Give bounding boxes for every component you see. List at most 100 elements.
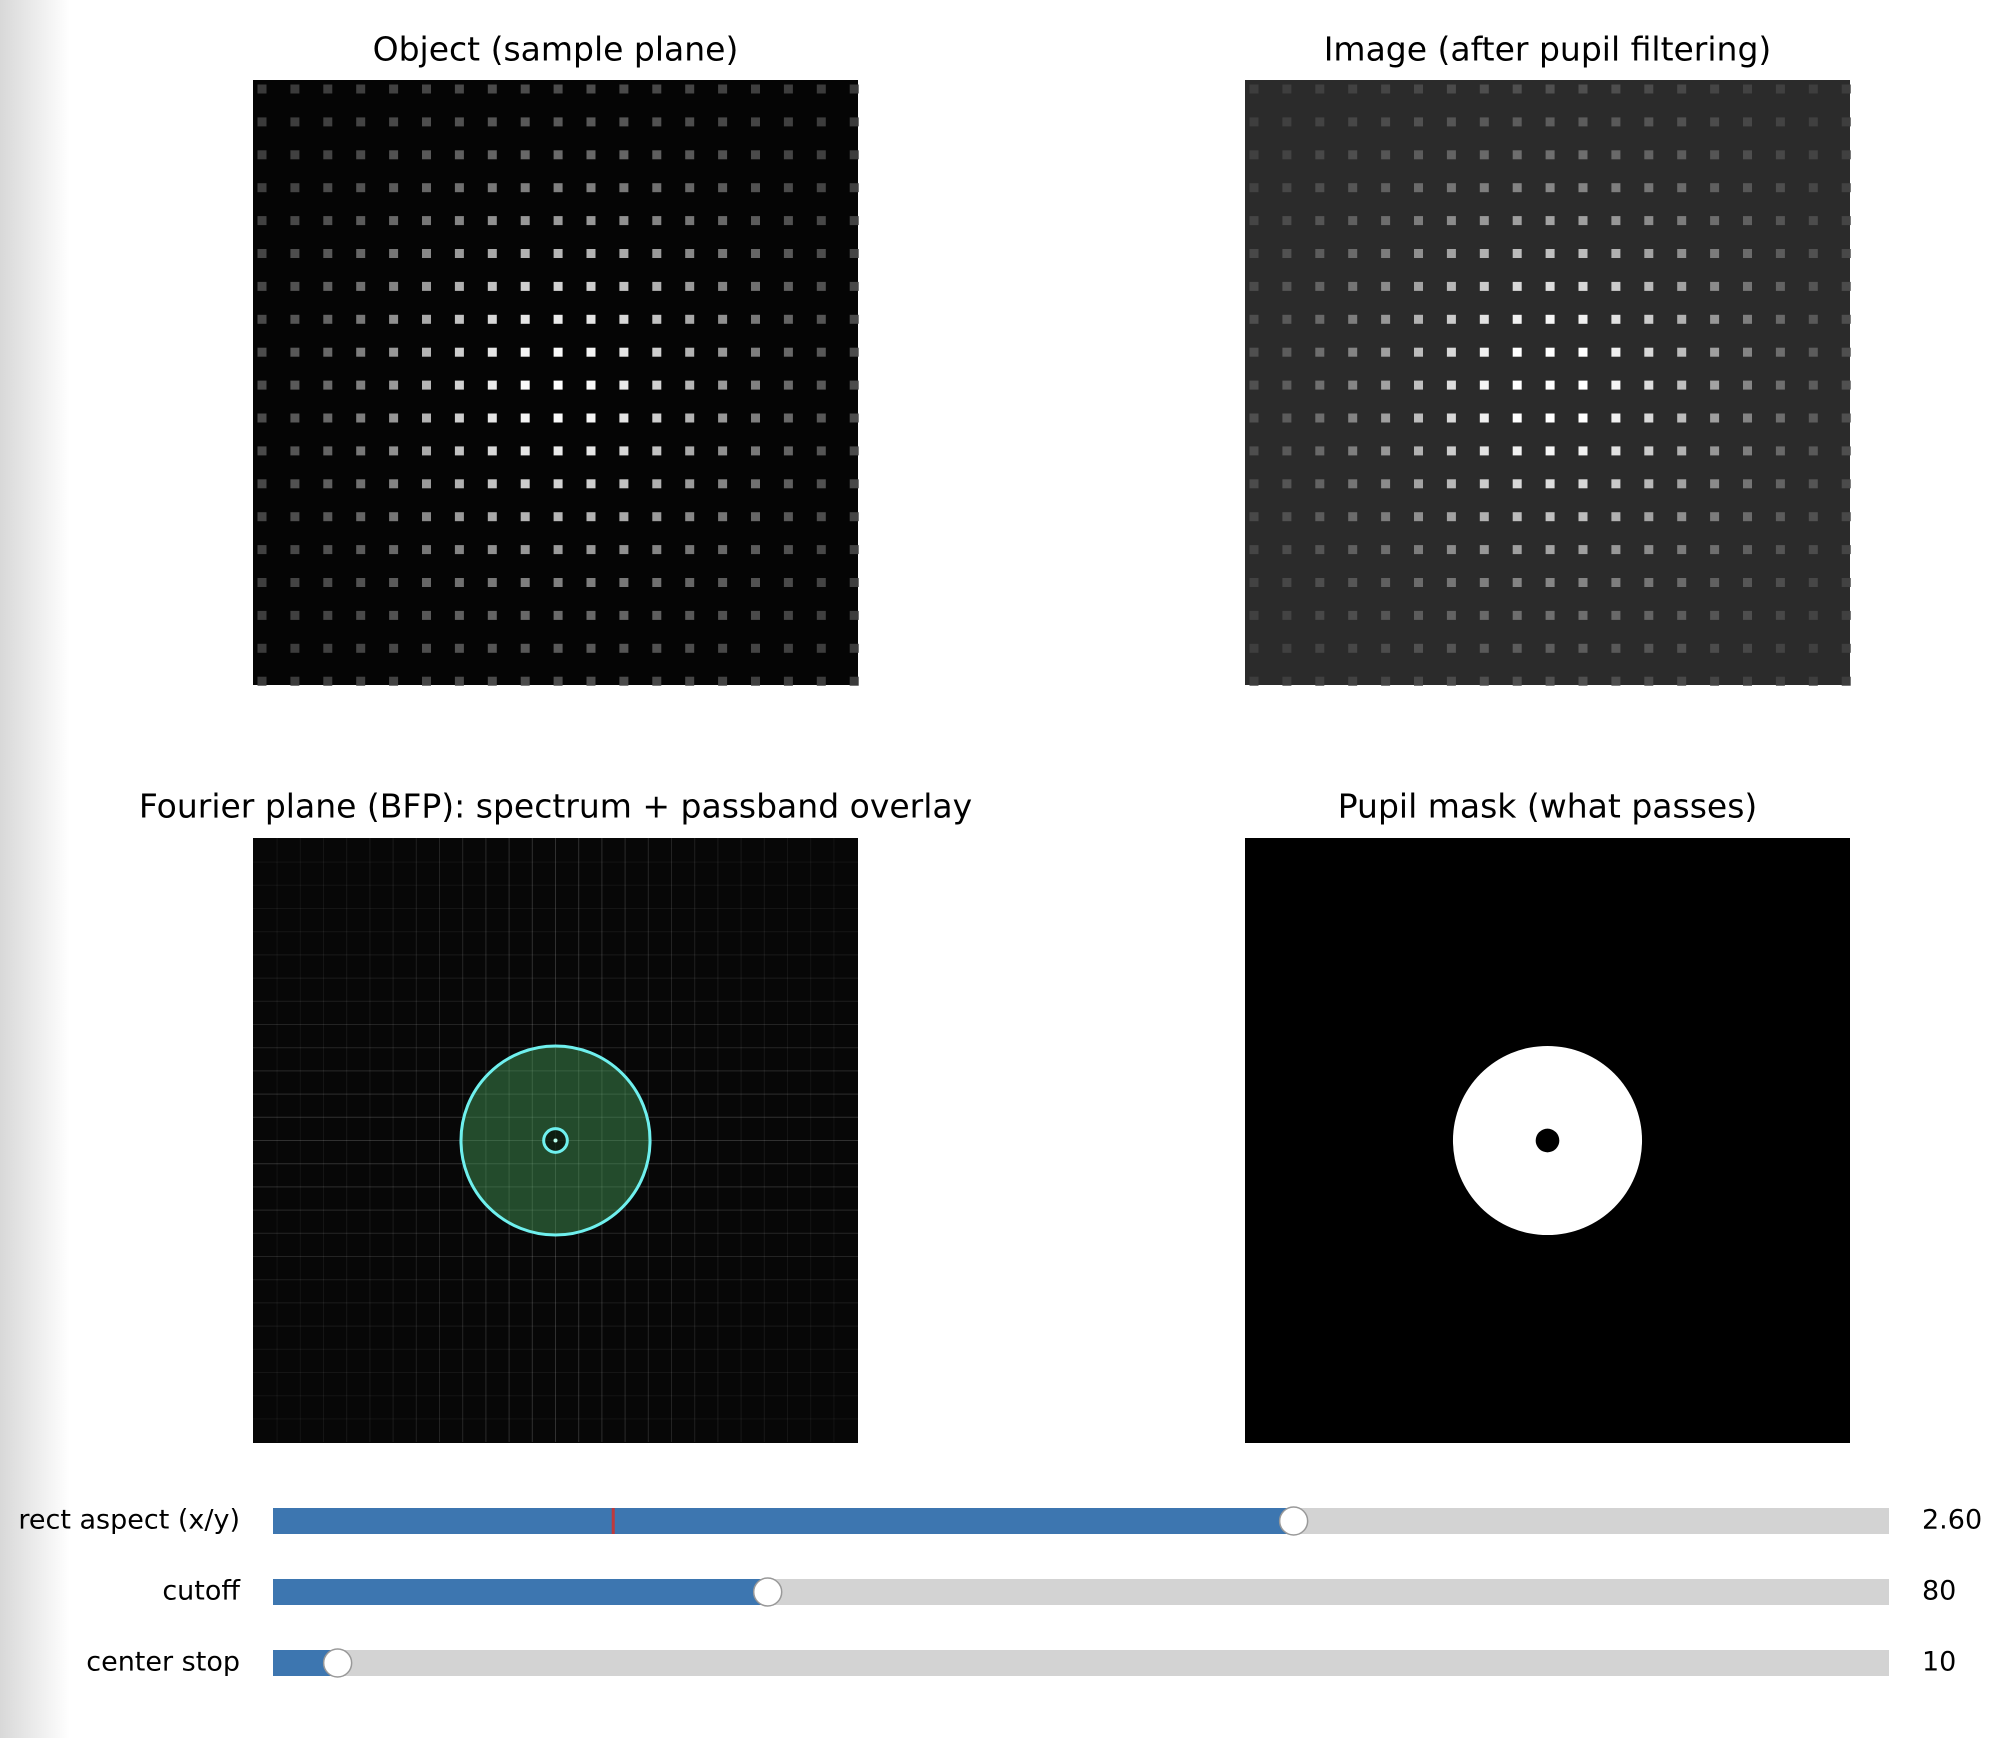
- image-square: [849, 610, 859, 620]
- image-square: [1545, 314, 1555, 324]
- image-square: [1743, 610, 1752, 620]
- image-square: [1315, 578, 1325, 587]
- image-square: [1348, 380, 1358, 390]
- image-square: [652, 117, 662, 127]
- image-square: [1644, 610, 1654, 620]
- image-square: [1611, 545, 1621, 555]
- image-square: [1381, 84, 1391, 94]
- slider-handle[interactable]: [1278, 1506, 1309, 1536]
- image-square: [1414, 117, 1423, 127]
- image-square: [718, 183, 728, 193]
- image-square: [652, 216, 662, 226]
- image-square: [487, 249, 497, 258]
- image-square: [1644, 281, 1654, 291]
- image-square: [1414, 545, 1423, 555]
- image-square: [1841, 413, 1851, 423]
- image-square: [1512, 84, 1522, 94]
- image-square: [586, 479, 596, 489]
- image-square: [290, 347, 300, 357]
- image-square: [487, 512, 497, 522]
- image-square: [290, 545, 300, 555]
- image-square: [1841, 512, 1851, 522]
- image-square: [1677, 610, 1687, 620]
- image-square: [685, 643, 695, 653]
- slider-fill: [273, 1508, 1294, 1534]
- slider-value: 2.60: [1922, 1505, 1982, 1536]
- image-square: [783, 249, 793, 258]
- image-square: [783, 183, 793, 193]
- image-square: [718, 610, 728, 620]
- image-square: [1545, 216, 1555, 226]
- image-square: [1381, 479, 1391, 489]
- image-square: [1841, 676, 1851, 686]
- image-square: [422, 578, 431, 587]
- image-square: [718, 380, 728, 390]
- image-square: [1414, 413, 1423, 423]
- image-square: [1479, 479, 1489, 489]
- image-square: [1446, 545, 1456, 555]
- image-square: [1743, 249, 1752, 258]
- image-square: [422, 446, 431, 456]
- image-square: [1414, 610, 1423, 620]
- image-square: [1414, 216, 1423, 226]
- image-square: [718, 676, 728, 686]
- image-square: [1677, 413, 1687, 423]
- image-square: [323, 676, 333, 686]
- image-square: [1743, 216, 1752, 226]
- image-square: [553, 216, 563, 226]
- slider-handle[interactable]: [322, 1648, 353, 1678]
- image-square: [1710, 249, 1720, 258]
- image-square: [1348, 446, 1358, 456]
- slider-handle[interactable]: [752, 1577, 783, 1607]
- image-square: [356, 281, 366, 291]
- image-square: [1282, 479, 1292, 489]
- image-square: [356, 479, 366, 489]
- image-square: [849, 512, 859, 522]
- image-square: [586, 117, 596, 127]
- image-square: [1414, 380, 1423, 390]
- image-square: [1611, 281, 1621, 291]
- image-square: [487, 150, 497, 160]
- image-square: [1512, 610, 1522, 620]
- image-square: [1348, 610, 1358, 620]
- image-square: [454, 545, 464, 555]
- image-square: [619, 249, 629, 258]
- image-square: [751, 446, 760, 456]
- image-square: [652, 610, 662, 620]
- image-square: [1808, 676, 1818, 686]
- image-square: [257, 380, 267, 390]
- image-square: [1611, 446, 1621, 456]
- image-square: [718, 347, 728, 357]
- image-square: [1710, 380, 1720, 390]
- image-square: [685, 84, 695, 94]
- image-square: [816, 446, 826, 456]
- image-square: [1710, 446, 1720, 456]
- image-square: [1315, 84, 1325, 94]
- center-dot: [553, 1138, 558, 1143]
- image-square: [389, 545, 399, 555]
- image-square: [619, 479, 629, 489]
- image-square: [1677, 347, 1687, 357]
- image-square: [586, 314, 596, 324]
- image-square: [586, 216, 596, 226]
- image-square: [1348, 84, 1358, 94]
- image-square: [487, 643, 497, 653]
- image-square: [323, 216, 333, 226]
- image-square: [849, 446, 859, 456]
- image-square: [1743, 150, 1752, 160]
- image-square: [1479, 117, 1489, 127]
- image-square: [1710, 610, 1720, 620]
- image-square: [356, 84, 366, 94]
- image-square: [1808, 479, 1818, 489]
- image-square: [257, 117, 267, 127]
- image-square: [389, 117, 399, 127]
- image-square: [1841, 479, 1851, 489]
- image-square: [1743, 413, 1752, 423]
- image-square: [356, 117, 366, 127]
- image-square: [1841, 610, 1851, 620]
- image-square: [257, 183, 267, 193]
- image-square: [257, 314, 267, 324]
- image-square: [1512, 380, 1522, 390]
- image-square: [718, 578, 728, 587]
- image-square: [1578, 150, 1588, 160]
